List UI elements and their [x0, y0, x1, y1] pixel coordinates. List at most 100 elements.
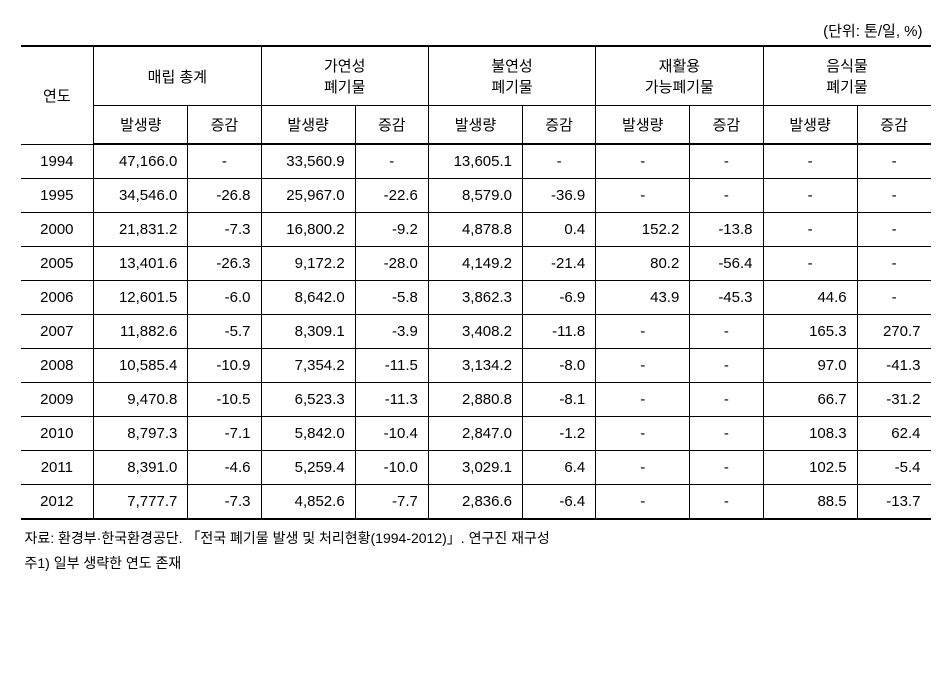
cell-comb_chg: -7.7 [355, 485, 428, 520]
cell-total_amt: 7,777.7 [94, 485, 188, 520]
cell-year: 2010 [21, 417, 94, 451]
cell-food_chg: -41.3 [857, 349, 930, 383]
cell-total_amt: 8,391.0 [94, 451, 188, 485]
cell-noncomb_amt: 4,149.2 [428, 247, 522, 281]
table-row: 20118,391.0-4.65,259.4-10.03,029.16.4--1… [21, 451, 931, 485]
subheader-comb-change: 증감 [355, 106, 428, 145]
cell-noncomb_amt: 3,408.2 [428, 315, 522, 349]
cell-year: 1994 [21, 144, 94, 179]
table-row: 20108,797.3-7.15,842.0-10.42,847.0-1.2--… [21, 417, 931, 451]
cell-recyc_chg: - [690, 417, 763, 451]
footnote-note1: 주1) 일부 생략한 연도 존재 [25, 551, 931, 576]
cell-recyc_amt: - [596, 383, 690, 417]
cell-year: 2007 [21, 315, 94, 349]
header-group-food-l2: 폐기물 [826, 79, 867, 96]
subheader-food-amount: 발생량 [763, 106, 857, 145]
header-group-noncombustible: 불연성 폐기물 [428, 46, 595, 106]
header-group-food-l1: 음식물 [826, 58, 867, 75]
cell-noncomb_chg: 0.4 [522, 213, 595, 247]
cell-comb_chg: -11.5 [355, 349, 428, 383]
cell-noncomb_chg: -21.4 [522, 247, 595, 281]
cell-recyc_chg: - [690, 179, 763, 213]
cell-year: 2009 [21, 383, 94, 417]
cell-food_amt: 97.0 [763, 349, 857, 383]
cell-total_chg: -10.5 [188, 383, 261, 417]
table-row: 199534,546.0-26.825,967.0-22.68,579.0-36… [21, 179, 931, 213]
cell-recyc_amt: - [596, 315, 690, 349]
table-header: 연도 매립 총계 가연성 폐기물 불연성 폐기물 재활용 가능폐기물 음식물 폐… [21, 46, 931, 144]
cell-comb_chg: -22.6 [355, 179, 428, 213]
cell-year: 2008 [21, 349, 94, 383]
header-group-recyclable: 재활용 가능폐기물 [596, 46, 763, 106]
header-year: 연도 [21, 46, 94, 144]
cell-food_chg: 270.7 [857, 315, 930, 349]
table-row: 20099,470.8-10.56,523.3-11.32,880.8-8.1-… [21, 383, 931, 417]
cell-recyc_amt: - [596, 179, 690, 213]
cell-recyc_chg: - [690, 451, 763, 485]
waste-landfill-table: 연도 매립 총계 가연성 폐기물 불연성 폐기물 재활용 가능폐기물 음식물 폐… [21, 45, 931, 520]
cell-noncomb_amt: 2,836.6 [428, 485, 522, 520]
cell-total_chg: - [188, 144, 261, 179]
table-row: 200612,601.5-6.08,642.0-5.83,862.3-6.943… [21, 281, 931, 315]
cell-total_chg: -26.3 [188, 247, 261, 281]
table-row: 200711,882.6-5.78,309.1-3.93,408.2-11.8-… [21, 315, 931, 349]
cell-comb_chg: -28.0 [355, 247, 428, 281]
cell-recyc_chg: - [690, 315, 763, 349]
cell-comb_chg: -9.2 [355, 213, 428, 247]
cell-food_amt: - [763, 247, 857, 281]
cell-comb_chg: - [355, 144, 428, 179]
cell-recyc_amt: 152.2 [596, 213, 690, 247]
subheader-total-amount: 발생량 [94, 106, 188, 145]
cell-year: 2011 [21, 451, 94, 485]
header-group-noncombustible-l2: 폐기물 [491, 79, 532, 96]
cell-comb_chg: -10.4 [355, 417, 428, 451]
cell-noncomb_amt: 2,880.8 [428, 383, 522, 417]
unit-label: (단위: 톤/일, %) [21, 20, 931, 41]
cell-food_chg: - [857, 213, 930, 247]
cell-total_amt: 10,585.4 [94, 349, 188, 383]
cell-year: 2000 [21, 213, 94, 247]
table-row: 200810,585.4-10.97,354.2-11.53,134.2-8.0… [21, 349, 931, 383]
cell-recyc_amt: - [596, 144, 690, 179]
cell-total_chg: -6.0 [188, 281, 261, 315]
cell-recyc_chg: -45.3 [690, 281, 763, 315]
header-group-recyclable-l2: 가능폐기물 [645, 79, 714, 96]
cell-recyc_amt: 43.9 [596, 281, 690, 315]
cell-total_amt: 8,797.3 [94, 417, 188, 451]
cell-recyc_amt: - [596, 417, 690, 451]
cell-comb_amt: 9,172.2 [261, 247, 355, 281]
table-container: (단위: 톤/일, %) 연도 매립 총계 가연성 폐기물 불연성 폐기물 재활… [21, 20, 931, 576]
cell-total_chg: -4.6 [188, 451, 261, 485]
cell-food_amt: 165.3 [763, 315, 857, 349]
cell-year: 2005 [21, 247, 94, 281]
cell-food_amt: 88.5 [763, 485, 857, 520]
subheader-noncomb-change: 증감 [522, 106, 595, 145]
subheader-comb-amount: 발생량 [261, 106, 355, 145]
table-row: 199447,166.0-33,560.9-13,605.1----- [21, 144, 931, 179]
cell-noncomb_amt: 8,579.0 [428, 179, 522, 213]
table-row: 20127,777.7-7.34,852.6-7.72,836.6-6.4--8… [21, 485, 931, 520]
cell-noncomb_amt: 3,134.2 [428, 349, 522, 383]
cell-year: 1995 [21, 179, 94, 213]
cell-recyc_chg: - [690, 349, 763, 383]
cell-year: 2006 [21, 281, 94, 315]
cell-recyc_chg: -13.8 [690, 213, 763, 247]
cell-comb_amt: 16,800.2 [261, 213, 355, 247]
cell-noncomb_amt: 3,862.3 [428, 281, 522, 315]
cell-recyc_amt: - [596, 451, 690, 485]
cell-food_chg: - [857, 281, 930, 315]
header-group-food: 음식물 폐기물 [763, 46, 930, 106]
header-group-total: 매립 총계 [94, 46, 261, 106]
cell-comb_chg: -5.8 [355, 281, 428, 315]
cell-recyc_chg: - [690, 485, 763, 520]
cell-comb_amt: 6,523.3 [261, 383, 355, 417]
subheader-recyc-amount: 발생량 [596, 106, 690, 145]
cell-total_amt: 34,546.0 [94, 179, 188, 213]
subheader-total-change: 증감 [188, 106, 261, 145]
cell-comb_amt: 5,259.4 [261, 451, 355, 485]
cell-noncomb_chg: -6.9 [522, 281, 595, 315]
cell-recyc_amt: - [596, 349, 690, 383]
table-row: 200513,401.6-26.39,172.2-28.04,149.2-21.… [21, 247, 931, 281]
cell-noncomb_chg: -8.0 [522, 349, 595, 383]
cell-noncomb_amt: 2,847.0 [428, 417, 522, 451]
